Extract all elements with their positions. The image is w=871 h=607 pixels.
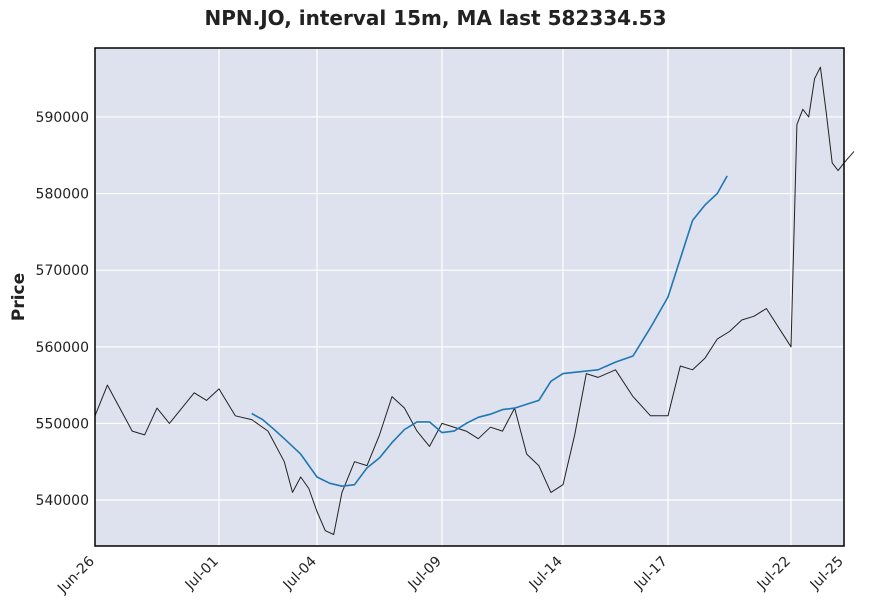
plot-background [95,48,844,546]
plot-frame [94,47,845,547]
x-tick-label: Jul-22 [754,554,794,594]
x-tick-label: Jul-04 [280,553,320,593]
y-tick-label: 560000 [36,340,89,356]
x-axis-ticks: Jun-26 Jul-01 Jul-04 Jul-09 Jul-14 Jul-17 Jul-… [54,553,847,597]
x-tick-label: Jul-25 [807,554,847,594]
x-tick-label: Jul-17 [631,554,671,594]
y-axis-ticks: 540000 550000 560000 570000 580000 590000 [36,110,89,509]
y-tick-label: 590000 [36,110,89,126]
y-tick-label: 550000 [36,416,89,432]
y-tick-label: 570000 [36,263,89,279]
x-tick-label: Jul-01 [182,554,222,594]
x-tick-label: Jul-09 [405,554,445,594]
price-line [94,66,855,535]
moving-average-series [251,175,728,488]
chart-title: NPN.JO, interval 15m, MA last 582334.53 [204,6,667,30]
y-tick-label: 580000 [36,187,89,203]
y-tick-label: 540000 [36,493,89,509]
y-axis-label: Price [9,273,29,321]
price-series [94,66,855,535]
moving-average-line [251,175,728,488]
x-tick-label: Jun-26 [54,553,98,597]
x-tick-label: Jul-14 [526,553,566,593]
